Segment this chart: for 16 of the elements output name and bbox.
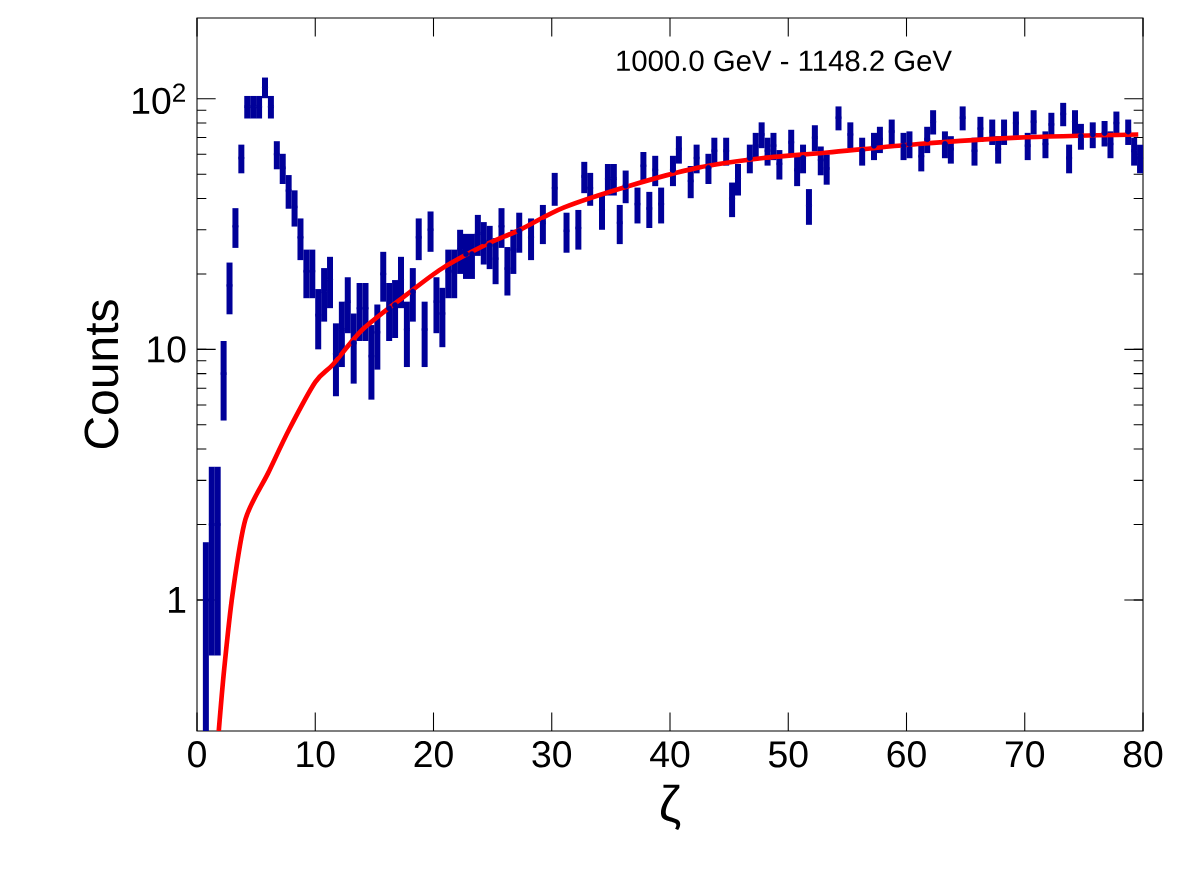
x-tick-label: 60 — [887, 741, 926, 768]
y-axis-title: Counts — [84, 300, 119, 449]
annotation: 1000.0 GeV - 1148.2 GeV — [617, 50, 952, 72]
x-tick-label: 30 — [532, 741, 572, 768]
y-tick-label: 1 — [169, 587, 186, 613]
y-tick-label: 10 — [148, 336, 186, 363]
line-series — [216, 132, 1141, 731]
x-axis-title: ζ — [660, 784, 681, 831]
x-tick-label: 80 — [1123, 741, 1163, 768]
x-tick-label: 10 — [297, 741, 335, 768]
x-tick-label: 20 — [414, 741, 453, 768]
x-tick-label: 70 — [1005, 741, 1045, 768]
x-tick-label: 40 — [650, 741, 690, 768]
x-tick-label: 50 — [768, 741, 808, 768]
y-tick-label: 10$^{2}$ — [133, 83, 185, 115]
x-tick-label: 0 — [188, 741, 206, 768]
